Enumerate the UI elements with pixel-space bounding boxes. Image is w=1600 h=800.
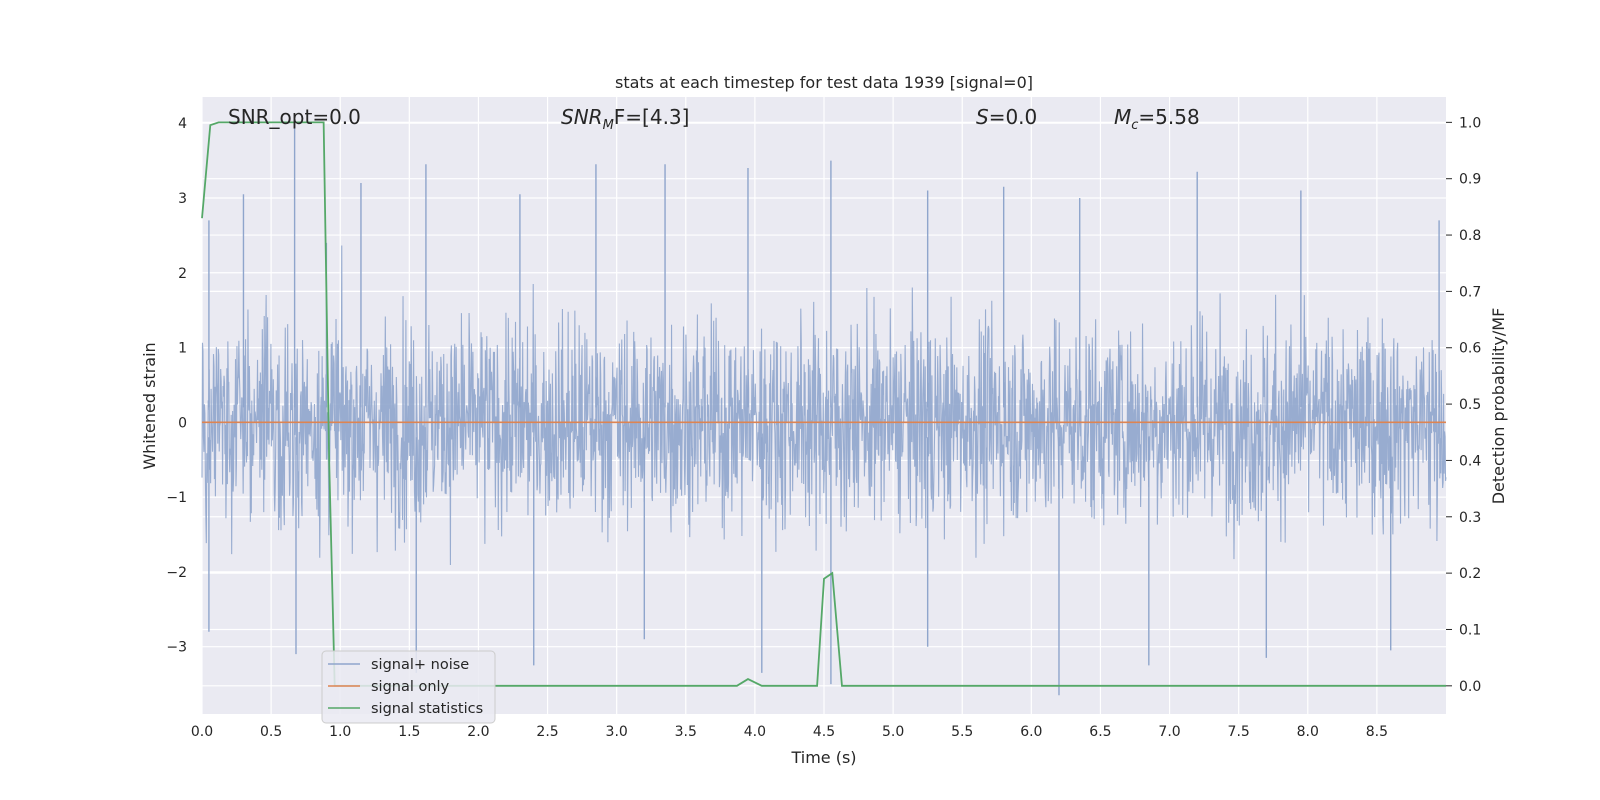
x-tick-label: 3.0 [606,724,628,740]
x-tick-label: 4.5 [813,724,835,740]
x-ticks: 0.0 0.5 1.0 1.5 2.0 2.5 3.0 3.5 4.0 4.5 5.0 5.5 6.0 6… [191,724,1388,740]
y-left-tick-label: 1 [178,341,187,357]
annotation-s-label: S [976,105,989,129]
y-right-tick-label: 0.1 [1459,622,1481,638]
y-left-tick-label: −3 [166,640,187,656]
annotation-snr-mf: SNRMF=[4.3] [561,105,689,133]
signal-noise-line [201,245,1447,565]
x-tick-label: 2.0 [467,724,489,740]
y-right-tick-label: 0.4 [1459,453,1481,469]
y-left-tick-label: −2 [166,565,187,581]
chart-title: stats at each timestep for test data 193… [615,73,1033,92]
annotation-snr-mf-base: SNR [561,105,603,129]
annotation-mc-rest: =5.58 [1138,105,1199,129]
grid [201,97,1446,714]
x-axis-label: Time (s) [790,748,856,767]
x-tick-label: 2.5 [536,724,558,740]
x-tick-label: 8.5 [1366,724,1388,740]
x-tick-label: 4.0 [744,724,766,740]
x-tick-label: 5.0 [882,724,904,740]
annotation-mc-base: M [1114,105,1131,129]
x-tick-label: 7.5 [1228,724,1250,740]
annotation-mc-sub: c [1131,118,1138,133]
annotation-s: S=0.0 [976,105,1037,129]
y-right-tick-label: 0.8 [1459,228,1481,244]
y-left-tick-label: −1 [166,490,187,506]
annotation-snr-mf-sub: M [603,118,614,133]
x-tick-label: 0.5 [260,724,282,740]
y-right-tick-label: 0.5 [1459,397,1481,413]
y-right-tick-label: 0.2 [1459,566,1481,582]
y-left-tick-label: 2 [178,266,187,282]
x-tick-label: 1.5 [398,724,420,740]
y-right-tick-label: 0.6 [1459,341,1481,357]
y-left-tick-label: 0 [178,415,187,431]
x-tick-label: 1.0 [329,724,351,740]
y-left-tick-label: 4 [178,116,187,132]
annotation-s-rest: =0.0 [989,105,1038,129]
x-tick-label: 0.0 [191,724,213,740]
y-right-tick-label: 0.0 [1459,679,1481,695]
legend: signal+ noise signal only signal statist… [321,650,496,724]
annotation-snr-mf-rest: F=[4.3] [614,105,690,129]
y-left-tick-label: 3 [178,191,187,207]
x-tick-label: 5.5 [951,724,973,740]
y-right-tick-label: 0.7 [1459,284,1481,300]
y-right-ticks: 1.0 0.9 0.8 0.7 0.6 0.5 0.4 0.3 0.2 0.1 0.0 [1446,115,1481,695]
y-axis-left-label: Whitened strain [140,342,159,469]
y-right-tick-label: 1.0 [1459,115,1481,131]
series-layer [201,121,1446,687]
y-left-ticks: 4 3 2 1 0 −1 −2 −3 [166,116,187,656]
signal-statistics-line [201,121,1446,687]
y-right-tick-label: 0.3 [1459,510,1481,526]
legend-box [321,650,496,724]
legend-label-signal-noise: signal+ noise [371,657,469,673]
annotation-mc: Mc=5.58 [1114,105,1200,133]
legend-label-signal-statistics: signal statistics [371,701,483,717]
x-tick-label: 8.0 [1297,724,1319,740]
x-tick-label: 6.5 [1089,724,1111,740]
x-tick-label: 7.0 [1158,724,1180,740]
y-axis-right-label: Detection probability/MF [1489,308,1508,505]
x-tick-label: 3.5 [675,724,697,740]
x-tick-label: 6.0 [1020,724,1042,740]
legend-label-signal-only: signal only [371,679,450,695]
annotation-snr-opt: SNR_opt=0.0 [228,105,361,129]
y-right-tick-label: 0.9 [1459,172,1481,188]
